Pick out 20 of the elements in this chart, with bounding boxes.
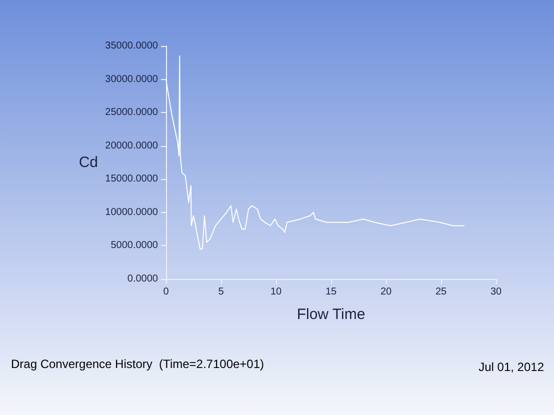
y-axis-title: Cd bbox=[78, 154, 98, 171]
x-tick-label: 20 bbox=[380, 286, 392, 298]
x-tick-label: 30 bbox=[490, 286, 502, 298]
y-tick-label: 30000.0000 bbox=[105, 74, 158, 85]
y-tick-label: 35000.0000 bbox=[105, 40, 158, 52]
x-tick-label: 25 bbox=[435, 286, 447, 298]
y-tick-label: 20000.0000 bbox=[105, 140, 158, 152]
x-tick-label: 5 bbox=[218, 286, 224, 298]
y-tick-label: 0.0000 bbox=[127, 274, 158, 284]
x-tick-label: 15 bbox=[325, 286, 337, 298]
x-axis-title: Flow Time bbox=[296, 306, 366, 323]
x-tick-label: 0 bbox=[163, 286, 170, 298]
text: Drag Convergence History (Time=2.7100e+01) bbox=[11, 357, 264, 371]
y-tick-label: 5000.0000 bbox=[110, 240, 158, 252]
y-tick-label: 10000.0000 bbox=[105, 206, 158, 218]
y-tick-label: 25000.0000 bbox=[105, 107, 158, 118]
line-series bbox=[166, 55, 465, 250]
x-tick-label: 10 bbox=[270, 286, 282, 298]
text: Jul 01, 2012 bbox=[478, 360, 544, 374]
y-tick-label: 15000.0000 bbox=[105, 174, 158, 185]
